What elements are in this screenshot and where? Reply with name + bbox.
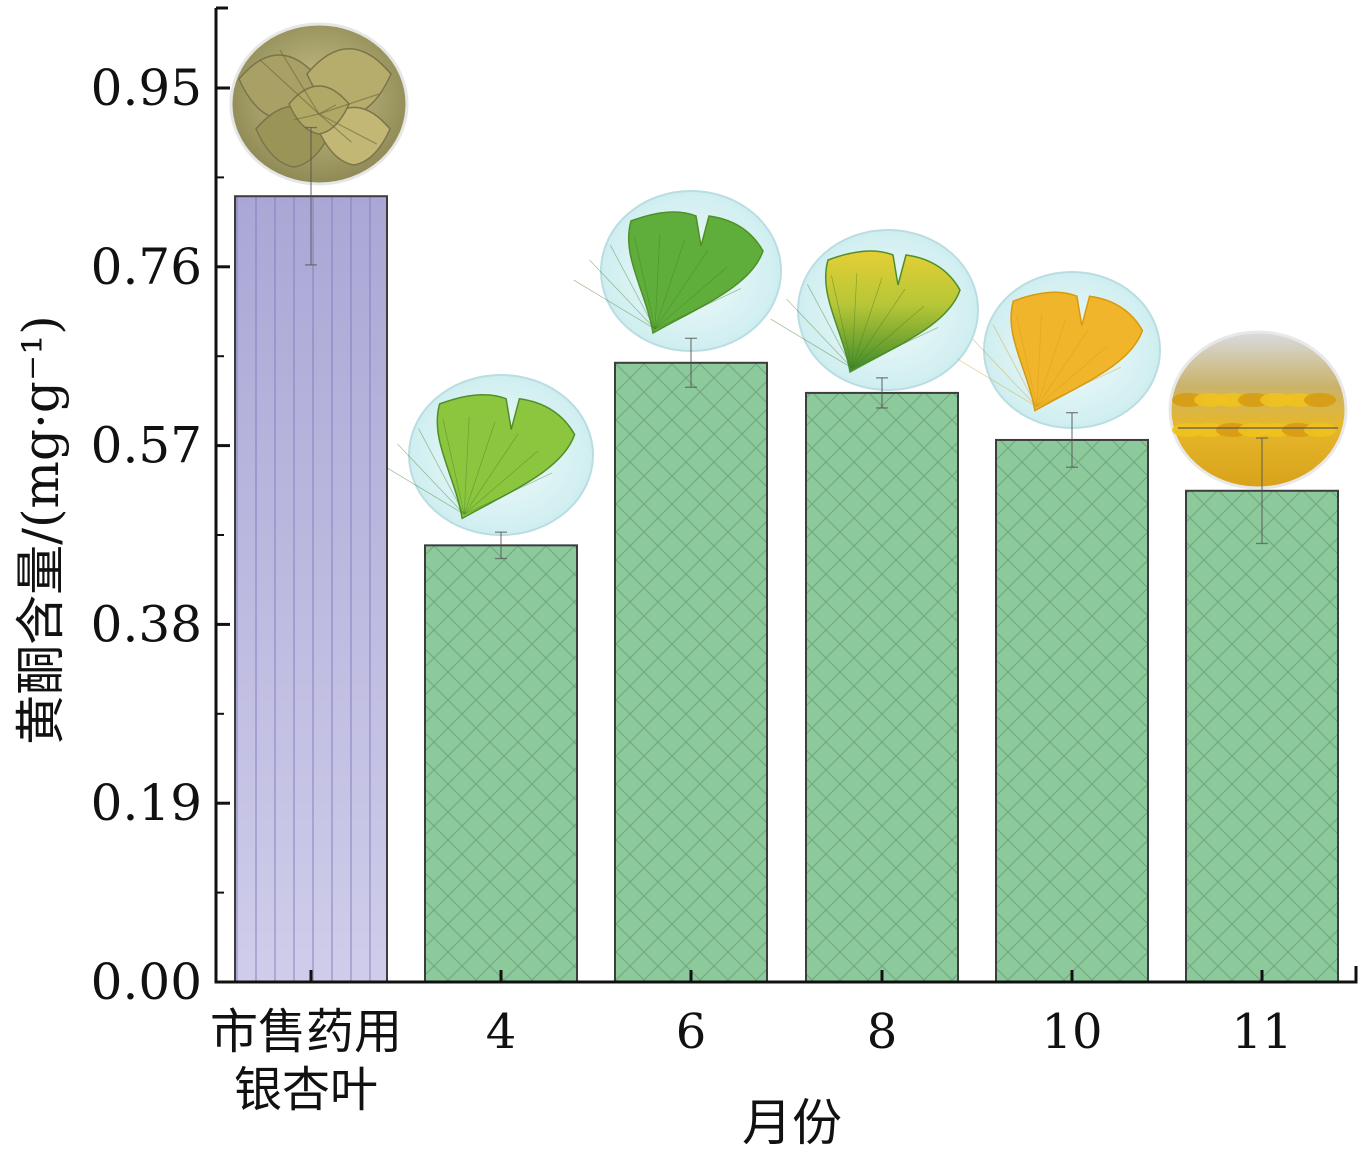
bar-group [614,337,768,983]
bar-group [1185,437,1339,983]
bar-pattern [614,361,768,983]
dried-leaves-icon [229,22,409,186]
leaf-icons-layer [229,22,1348,536]
green-leaf-icon [573,190,782,352]
x-tick-label: 市售药用 [210,1004,402,1060]
bar-pattern [805,391,959,983]
bar-pattern [995,438,1149,983]
y-tick-label: 0.57 [91,417,202,475]
x-axis-label: 月份 [742,1094,842,1152]
fallen-yellow-leaves-icon [1168,330,1348,490]
bar-pattern [424,544,578,983]
x-tick-label: 11 [1231,1004,1292,1060]
bar-pattern [1185,489,1339,983]
x-tick-label: 8 [867,1004,898,1060]
bars-layer [234,126,1339,983]
y-tick-label: 0.19 [91,774,202,832]
bar-group [995,412,1149,983]
x-tick-label: 6 [676,1004,707,1060]
x-tick-label: 10 [1041,1004,1102,1060]
green-yellow-leaf-icon [770,229,979,391]
y-tick-label: 0.76 [91,238,202,296]
axis-lines [214,8,1358,984]
y-tick-label: 0.95 [91,59,202,117]
x-tick-label: 4 [486,1004,517,1060]
light-green-leaf-icon [380,374,594,536]
y-tick-label: 0.00 [91,953,202,1011]
bar-group [424,531,578,983]
y-axis-label: 黄酮含量/(mg·g⁻¹) [12,315,70,745]
bar-group [805,377,959,983]
x-tick-label: 银杏叶 [234,1062,378,1118]
bar-pattern [234,195,388,983]
y-tick-label: 0.38 [91,595,202,653]
yellow-leaf-icon [956,271,1161,429]
bar-group [234,126,388,983]
axes-layer [214,6,1358,984]
